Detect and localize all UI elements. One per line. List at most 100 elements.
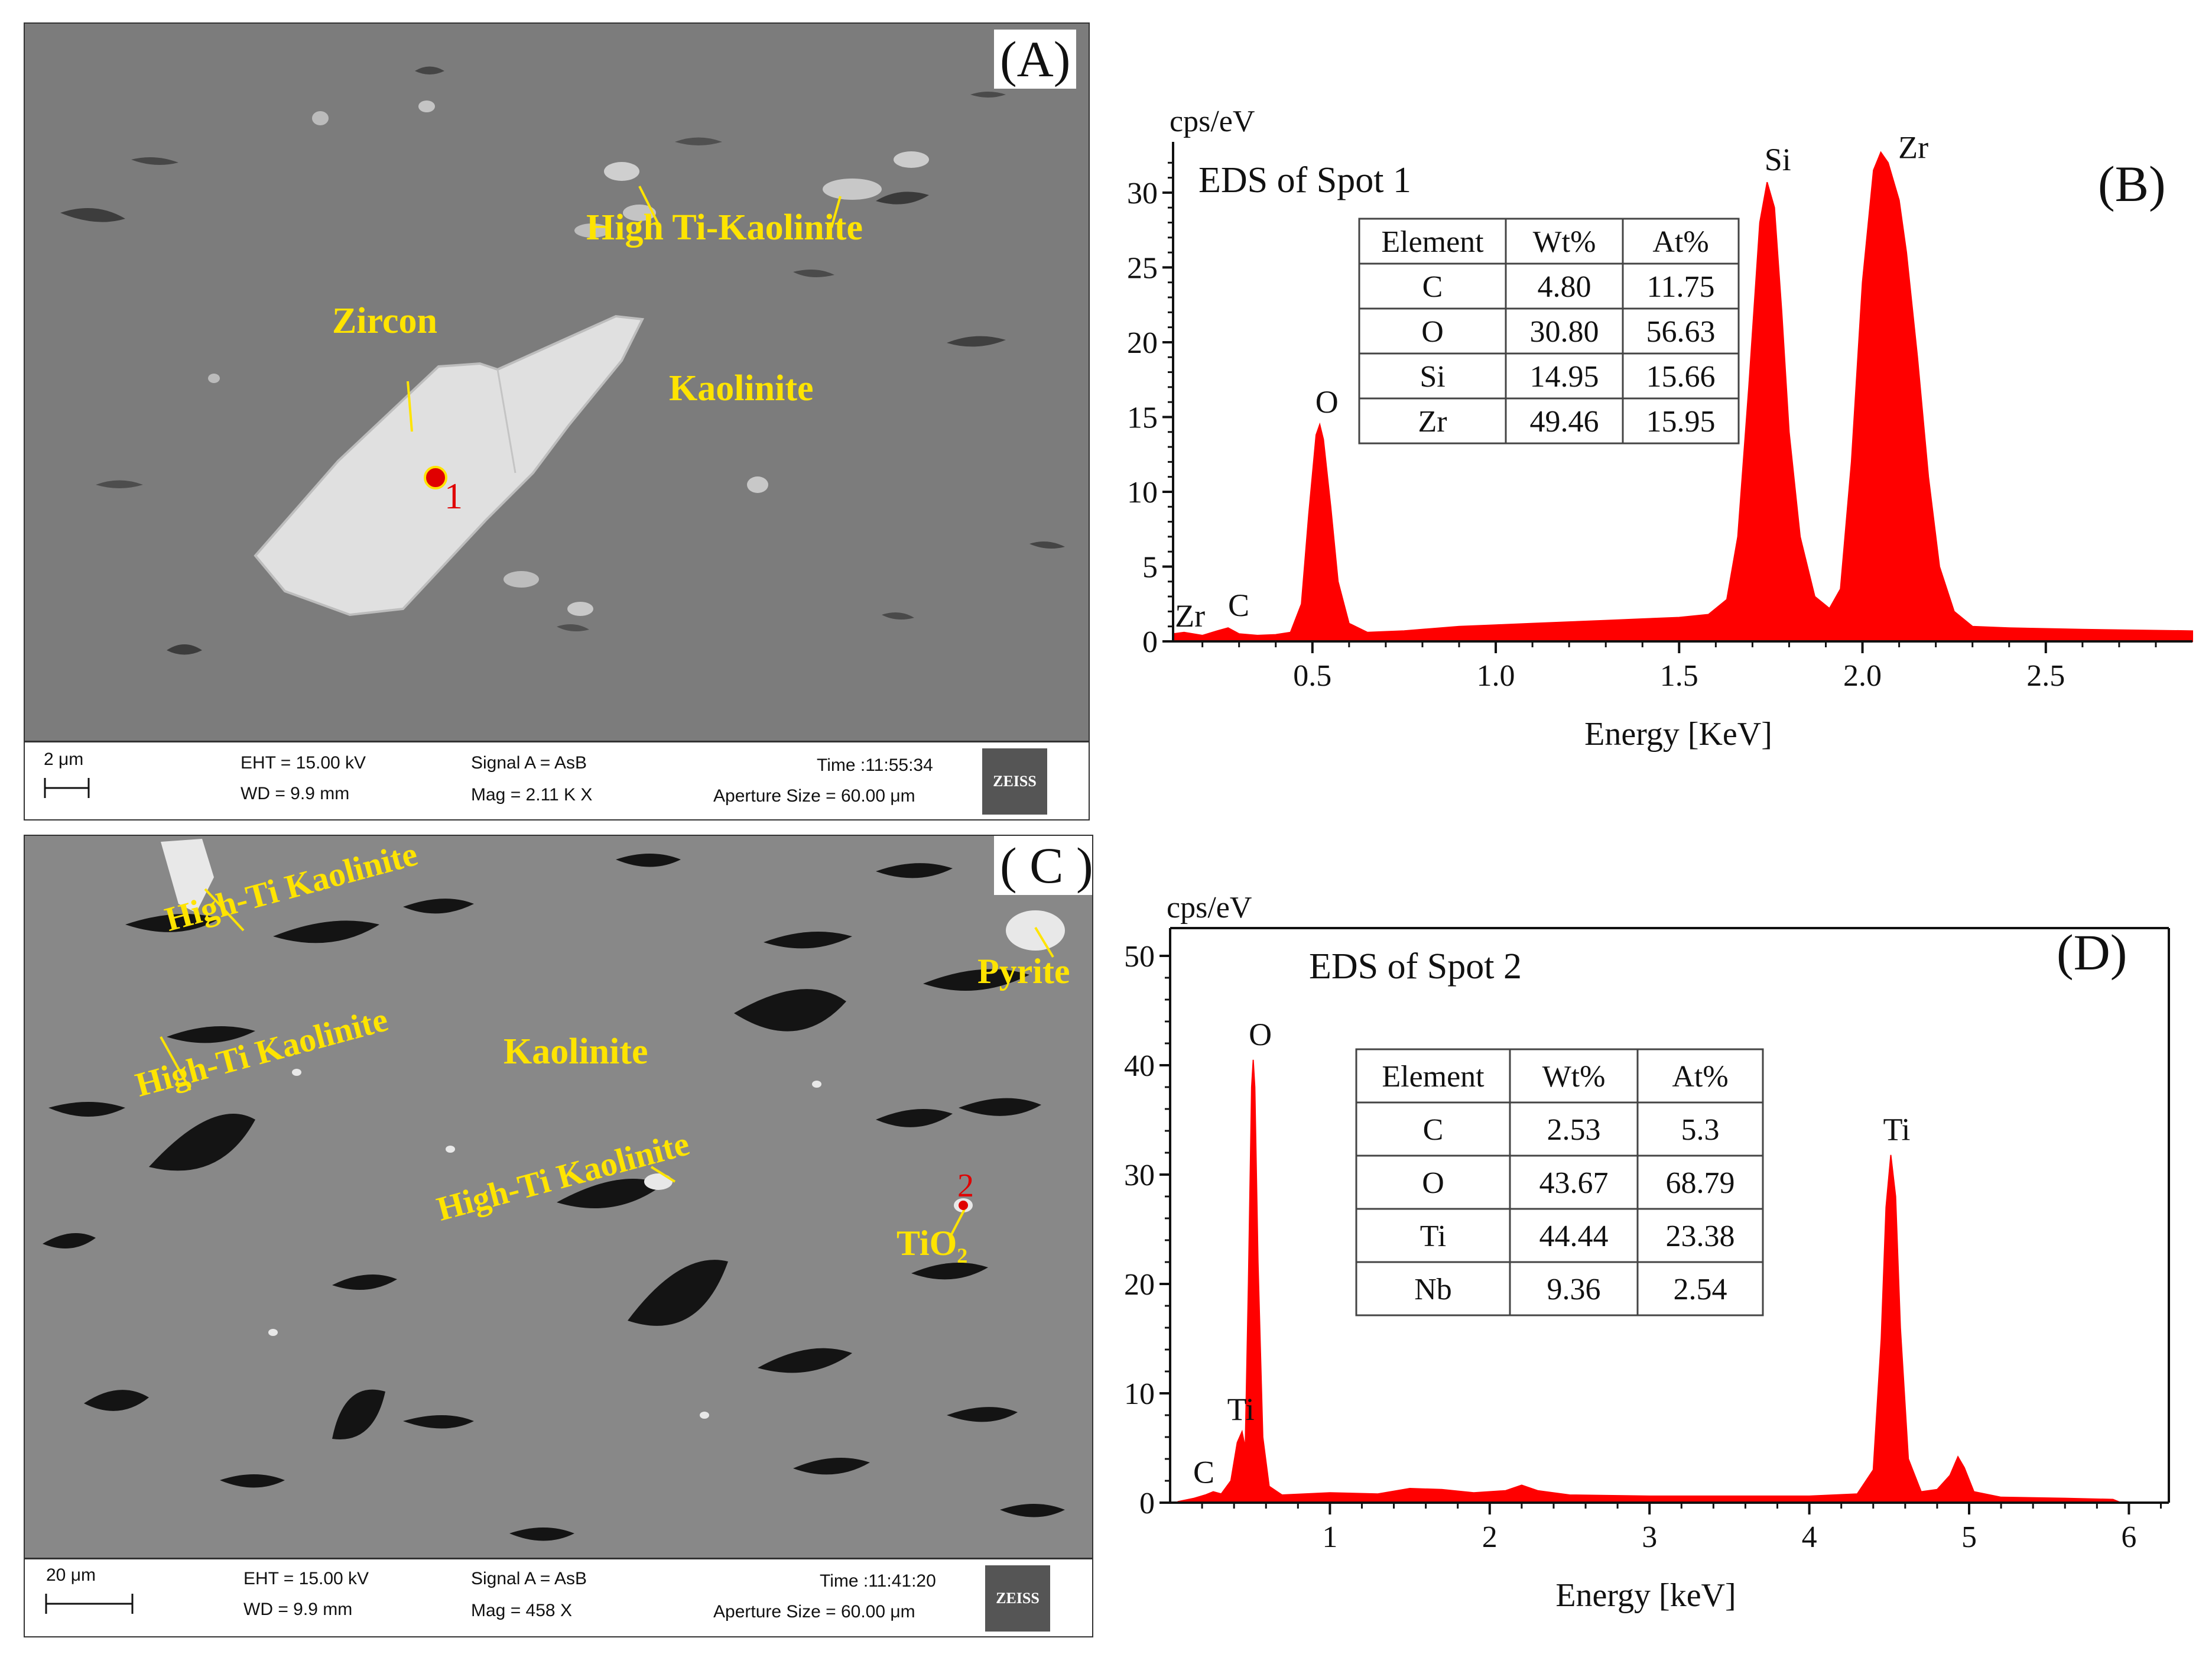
label-tio2: TiO2 <box>897 1224 968 1267</box>
label-zircon: Zircon <box>332 301 437 341</box>
x-tick-label: 0.5 <box>1293 659 1331 693</box>
table-cell: O <box>1421 315 1444 349</box>
wd-value: WD = 9.9 mm <box>241 784 350 803</box>
pointer-high-ti-c1 <box>204 888 245 932</box>
table-cell: 30.80 <box>1530 315 1599 349</box>
label-spot-2: 2 <box>957 1167 974 1204</box>
table-cell: Nb <box>1414 1273 1452 1306</box>
pointer-zircon <box>407 381 413 432</box>
panel-tag-a: (A) <box>994 30 1077 89</box>
aperture-value: Aperture Size = 60.00 μm <box>713 1602 915 1621</box>
table-cell: 11.75 <box>1646 270 1714 304</box>
panel-tag: (B) <box>2098 155 2166 212</box>
peak-label: Ti <box>1883 1112 1910 1147</box>
table-cell: 15.95 <box>1646 405 1716 439</box>
table-cell: 5.3 <box>1681 1113 1720 1147</box>
x-tick-label: 2 <box>1482 1520 1498 1554</box>
peak-label: O <box>1249 1017 1272 1052</box>
label-spot-1: 1 <box>444 476 463 517</box>
y-tick-label: 20 <box>1127 326 1158 360</box>
table-header-cell: Element <box>1381 225 1484 259</box>
label-high-ti-kaolinite: High Ti-Kaolinite <box>586 207 863 248</box>
analysis-spot-1 <box>424 466 447 489</box>
table-header-cell: At% <box>1672 1060 1728 1094</box>
table-cell: 44.44 <box>1539 1220 1609 1253</box>
y-tick-label: 10 <box>1127 476 1158 510</box>
signal-value: Signal A = AsB <box>471 1569 587 1588</box>
table-cell: 15.66 <box>1646 360 1716 394</box>
y-tick-label: 30 <box>1124 1159 1155 1192</box>
panel-tag-c: ( C ) <box>994 836 1092 895</box>
pointer-high-ti <box>638 186 661 228</box>
y-axis-label: cps/eV <box>1167 891 1252 925</box>
table-cell: 2.54 <box>1674 1273 1727 1306</box>
peak-label: O <box>1315 384 1339 420</box>
y-tick-label: 50 <box>1124 940 1155 974</box>
sem-image-c: High-Ti Kaolinite High-Ti Kaolinite High… <box>24 835 1093 1637</box>
table-cell: Si <box>1420 360 1445 394</box>
panel-tag: (D) <box>2057 924 2127 981</box>
table-cell: 4.80 <box>1538 270 1591 304</box>
x-tick-label: 1.5 <box>1660 659 1698 693</box>
analysis-spot-2 <box>959 1201 968 1210</box>
table-header-cell: Wt% <box>1542 1060 1606 1094</box>
time-value: Time :11:41:20 <box>820 1571 936 1591</box>
table-header-cell: At% <box>1652 225 1708 259</box>
time-value: Time :11:55:34 <box>817 755 933 775</box>
x-tick-label: 2.5 <box>2026 659 2065 693</box>
table-cell: Ti <box>1420 1220 1446 1253</box>
table-cell: O <box>1422 1166 1444 1200</box>
signal-value: Signal A = AsB <box>471 753 587 773</box>
x-tick-label: 2.0 <box>1843 659 1882 693</box>
y-tick-label: 10 <box>1124 1377 1155 1411</box>
composition-table <box>1358 218 1740 445</box>
pointer-pyrite <box>1034 926 1054 958</box>
spectrum-area <box>1177 1059 2122 1503</box>
x-axis-label: Energy [keV] <box>1555 1577 1736 1614</box>
table-cell: Zr <box>1418 405 1447 439</box>
pointer-high-ti-c3 <box>650 1166 676 1183</box>
chart-title: EDS of Spot 1 <box>1198 160 1411 200</box>
pointer-tio2 <box>949 1209 966 1238</box>
y-tick-label: 5 <box>1142 550 1158 584</box>
y-tick-label: 20 <box>1124 1268 1155 1302</box>
mag-value: Mag = 458 X <box>471 1601 572 1620</box>
y-tick-label: 30 <box>1127 177 1158 210</box>
scale-bar-label: 20 μm <box>46 1565 96 1585</box>
eds-spectrum-d: 0 10 20 30 40 50 1 2 3 4 5 6 cps/eV Energy [keV] EDS o… <box>1124 891 2170 1614</box>
table-cell: C <box>1422 270 1443 304</box>
spectrum-area <box>1172 151 2193 642</box>
sem-micrograph-c <box>25 836 1092 1559</box>
x-tick-label: 3 <box>1642 1520 1657 1554</box>
aperture-value: Aperture Size = 60.00 μm <box>713 786 915 806</box>
table-cell: 49.46 <box>1530 405 1599 439</box>
y-tick-label: 15 <box>1127 401 1158 434</box>
y-axis-label: cps/eV <box>1170 105 1255 138</box>
peak-label: C <box>1193 1455 1214 1490</box>
y-tick-label: 40 <box>1124 1049 1155 1083</box>
x-tick-label: 1.0 <box>1477 659 1515 693</box>
x-tick-label: 1 <box>1322 1520 1337 1554</box>
scale-bar <box>45 1594 134 1614</box>
zeiss-logo: ZEISS <box>985 1565 1050 1632</box>
peak-label: C <box>1228 588 1249 623</box>
pointer-high-ti-c2 <box>160 1036 191 1091</box>
sem-infobar-a: 2 μm EHT = 15.00 kV WD = 9.9 mm Signal A… <box>25 741 1089 819</box>
scale-bar-label: 2 μm <box>44 750 84 769</box>
scale-bar <box>44 778 90 798</box>
eds-spectrum-b: 0 5 10 15 20 25 30 0.5 1.0 1.5 2.0 2.5 cps/eV Energy … <box>1127 105 2193 753</box>
y-tick-label: 0 <box>1139 1487 1155 1520</box>
eds-chart-d: 0 10 20 30 40 50 1 2 3 4 5 6 cps/eV Energy [keV] EDS o… <box>1099 816 2212 1654</box>
composition-table <box>1355 1048 1764 1316</box>
y-tick-label: 0 <box>1142 625 1158 659</box>
pointer-high-ti-2 <box>830 196 842 228</box>
eds-chart-b: 0 5 10 15 20 25 30 0.5 1.0 1.5 2.0 2.5 cps/eV Energy … <box>1099 0 2212 816</box>
eht-value: EHT = 15.00 kV <box>241 753 366 773</box>
sem-image-a: High Ti-Kaolinite Zircon Kaolinite 1 (A)… <box>24 22 1090 820</box>
peak-label: Ti <box>1227 1392 1255 1427</box>
x-axis-label: Energy [KeV] <box>1584 716 1772 753</box>
table-cell: 9.36 <box>1547 1273 1601 1306</box>
peak-label: Si <box>1765 142 1791 177</box>
y-tick-label: 25 <box>1127 251 1158 285</box>
table-cell: C <box>1423 1113 1444 1147</box>
